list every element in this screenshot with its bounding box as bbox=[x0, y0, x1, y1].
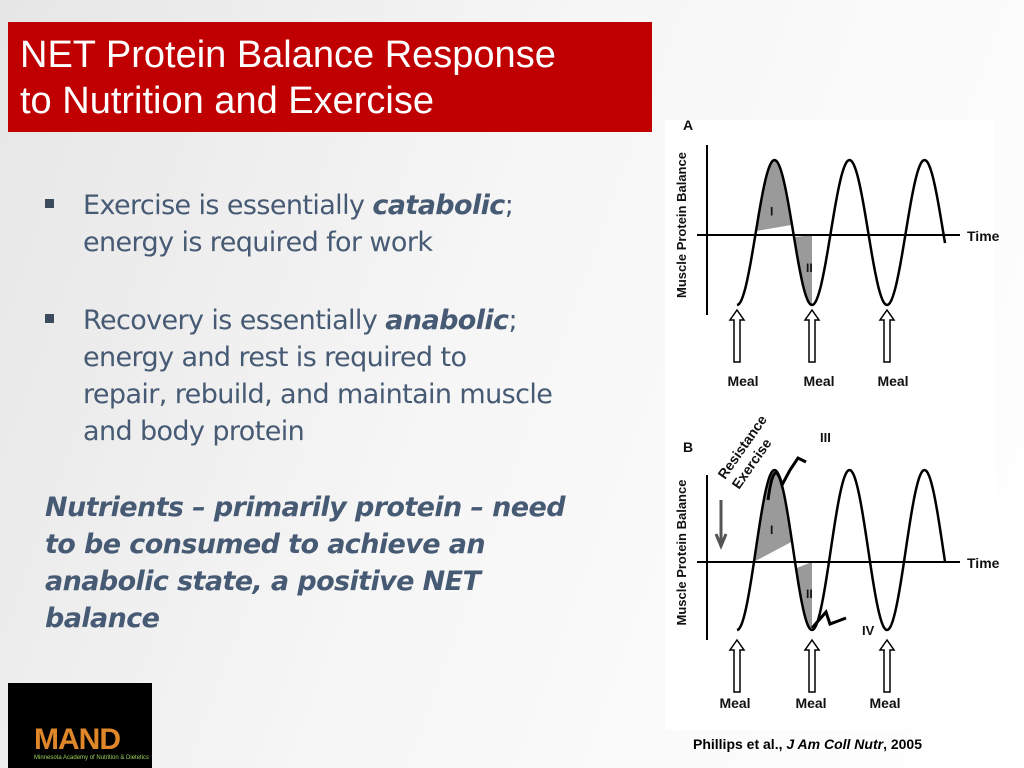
region-label: I bbox=[770, 205, 773, 219]
shaded-region bbox=[794, 235, 812, 305]
meal-label: Meal bbox=[869, 695, 900, 711]
balance-curve bbox=[736, 158, 947, 307]
shaded-region bbox=[796, 562, 812, 630]
text: ; energy and rest is required to repair,… bbox=[83, 305, 553, 447]
logo: MAND Minnesota Academy of Nutrition & Di… bbox=[8, 683, 152, 768]
meal-label: Meal bbox=[795, 695, 826, 711]
text: Recovery is essentially bbox=[83, 305, 386, 336]
text: , 2005 bbox=[883, 736, 923, 752]
citation: Phillips et al., J Am Coll Nutr, 2005 bbox=[693, 736, 922, 752]
journal: J Am Coll Nutr bbox=[786, 736, 884, 752]
emphasis: catabolic bbox=[372, 190, 505, 221]
elevated-curve bbox=[766, 456, 807, 501]
meal-arrow bbox=[878, 308, 896, 363]
region-label: III bbox=[820, 430, 831, 445]
bullet-text: Recovery is essentially anabolic; energy… bbox=[83, 302, 553, 450]
title-box: NET Protein Balance Response to Nutritio… bbox=[8, 22, 652, 132]
x-axis-label: Time bbox=[967, 228, 1000, 244]
meal-label: Meal bbox=[803, 373, 834, 389]
meal-arrow bbox=[803, 308, 821, 363]
emphasis: anabolic bbox=[385, 305, 509, 336]
conclusion: Nutrients – primarily protein – need to … bbox=[45, 492, 566, 634]
figure-background bbox=[665, 120, 995, 730]
bullet-mark bbox=[45, 199, 54, 208]
logo-subtitle: Minnesota Academy of Nutrition & Dieteti… bbox=[34, 755, 150, 761]
meal-label: Meal bbox=[877, 373, 908, 389]
bullet-mark bbox=[45, 314, 54, 323]
logo-name: MAND bbox=[34, 723, 121, 756]
panel-label: B bbox=[683, 439, 693, 455]
title: to Nutrition and Exercise bbox=[20, 80, 434, 122]
region-label: I bbox=[770, 523, 773, 537]
meal-label: Meal bbox=[719, 695, 750, 711]
y-axis-label: Muscle Protein Balance bbox=[674, 480, 689, 626]
panel-label: A bbox=[683, 117, 693, 133]
elevated-curve bbox=[810, 609, 847, 629]
meal-arrow bbox=[728, 308, 746, 363]
exercise-arrow bbox=[714, 500, 728, 550]
shaded-region bbox=[754, 470, 792, 562]
y-axis-label: Muscle Protein Balance bbox=[674, 152, 689, 298]
meal-label: Meal bbox=[727, 373, 758, 389]
text: Phillips et al., bbox=[693, 736, 787, 752]
region-label: II bbox=[806, 261, 813, 275]
x-axis-label: Time bbox=[967, 555, 1000, 571]
meal-arrow bbox=[728, 638, 746, 693]
title: NET Protein Balance Response bbox=[20, 34, 556, 76]
region-label: II bbox=[806, 587, 813, 601]
meal-arrow bbox=[878, 638, 896, 693]
text: ; energy is required for work bbox=[83, 190, 514, 258]
balance-curve bbox=[736, 468, 947, 632]
bullet-text: Exercise is essentially catabolic; energ… bbox=[83, 187, 553, 261]
region-label: IV bbox=[862, 623, 875, 638]
meal-arrow bbox=[803, 638, 821, 693]
text: Exercise is essentially bbox=[83, 190, 373, 221]
